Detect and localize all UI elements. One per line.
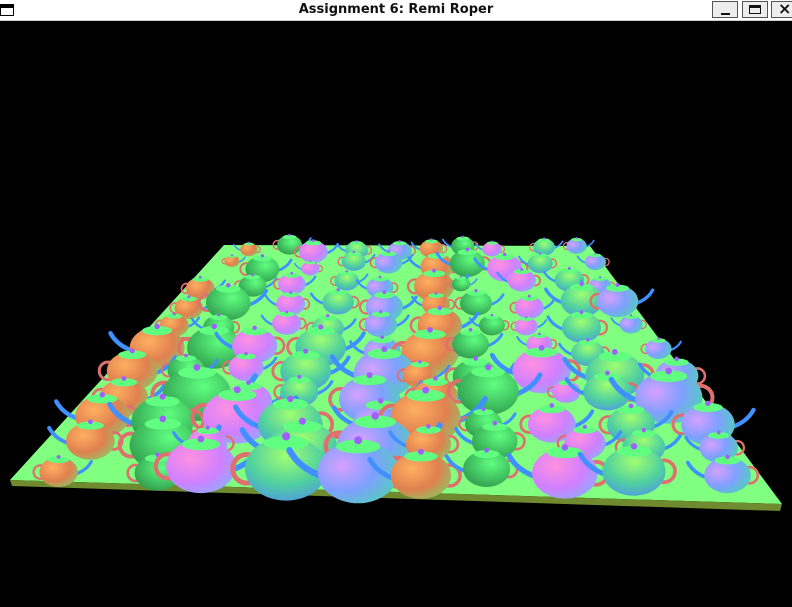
window-title: Assignment 6: Remi Roper <box>298 2 494 17</box>
teapot <box>577 443 677 496</box>
teapot <box>496 268 542 292</box>
teapot <box>310 288 360 315</box>
close-icon: × <box>778 0 792 18</box>
scene-canvas <box>10 233 782 511</box>
teapot <box>47 419 124 460</box>
teapot <box>367 448 462 499</box>
teapot <box>233 241 261 257</box>
teapot <box>221 254 246 268</box>
teapot <box>562 237 595 254</box>
teapot <box>337 250 376 271</box>
teapot <box>509 294 556 319</box>
teapot <box>589 282 655 318</box>
teapot <box>444 447 519 488</box>
window-icon[interactable] <box>0 4 14 16</box>
teapot <box>446 364 543 415</box>
maximize-icon <box>749 5 761 14</box>
teapot <box>576 252 610 271</box>
close-button[interactable]: × <box>771 0 792 18</box>
teapot <box>273 271 317 295</box>
teapot <box>330 270 369 291</box>
teapot <box>468 313 510 336</box>
teapot <box>436 247 492 277</box>
teapot <box>32 454 93 487</box>
teapot <box>519 403 595 443</box>
teapot <box>260 310 307 335</box>
title-bar[interactable]: Assignment 6: Remi Roper × <box>0 0 792 21</box>
teapot <box>264 291 311 316</box>
teapot <box>510 316 547 336</box>
teapot <box>610 314 647 334</box>
minimize-icon <box>721 13 730 15</box>
teapot <box>517 252 558 274</box>
teapot <box>369 250 414 274</box>
teapot <box>529 237 564 256</box>
teapot <box>608 367 715 424</box>
teapot <box>286 436 414 504</box>
teapot <box>546 310 609 343</box>
teapot <box>640 337 682 360</box>
teapot <box>448 275 478 292</box>
teapot <box>489 344 582 394</box>
teapot <box>358 310 410 338</box>
teapot <box>294 260 323 276</box>
teapot <box>506 444 610 499</box>
render-viewport[interactable] <box>0 21 792 607</box>
teapot <box>544 281 611 317</box>
teapot <box>686 454 760 494</box>
teapot <box>454 288 505 316</box>
teapot <box>197 282 269 321</box>
minimize-button[interactable] <box>712 1 738 18</box>
teapot-grid <box>32 233 760 504</box>
teapot <box>233 273 278 297</box>
teapot <box>445 327 504 359</box>
maximize-button[interactable] <box>742 1 768 18</box>
teapot <box>474 240 506 257</box>
